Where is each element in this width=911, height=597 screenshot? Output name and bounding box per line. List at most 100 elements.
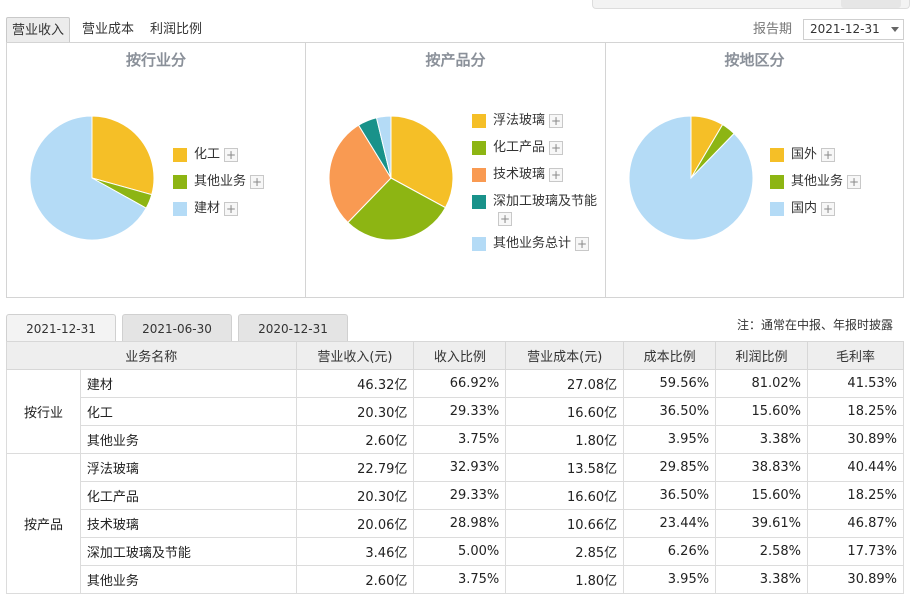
tab-profit-ratio[interactable]: 利润比例 [149, 22, 202, 37]
expand-plus-icon[interactable]: + [847, 175, 861, 189]
header-profit-ratio: 利润比例 [715, 341, 809, 370]
legend-swatch [770, 175, 784, 189]
pie-slice[interactable] [328, 124, 392, 224]
pie-slice[interactable] [375, 115, 392, 179]
header-revenue: 营业收入(元) [295, 341, 415, 370]
value-cell: 30.89% [807, 565, 904, 594]
legend-swatch [472, 237, 486, 251]
legend-label: 化工产品 [493, 140, 546, 155]
pie-slice[interactable] [91, 115, 155, 196]
value-cell: 29.85% [623, 453, 717, 482]
group-label: 按产品 [6, 453, 81, 594]
table-row: 其他业务 2.60亿 3.75% 1.80亿 3.95% 3.38% 30.89% [7, 425, 904, 454]
legend-swatch [173, 148, 187, 162]
value-cell: 18.25% [807, 397, 904, 426]
value-cell: 22.79亿 [295, 453, 415, 482]
legend-swatch [472, 195, 486, 209]
chevron-down-icon[interactable] [886, 20, 903, 39]
business-name-cell: 化工产品 [79, 481, 297, 510]
value-cell: 46.87% [807, 509, 904, 538]
value-cell: 3.75% [413, 565, 507, 594]
legend-label: 化工 [194, 147, 221, 162]
value-cell: 46.32亿 [295, 369, 415, 398]
tab-cost[interactable]: 营业成本 [81, 22, 134, 37]
value-cell: 1.80亿 [505, 565, 625, 594]
business-table: 业务名称 营业收入(元) 收入比例 营业成本(元) 成本比例 利润比例 毛利率 … [6, 341, 904, 594]
value-cell: 5.00% [413, 537, 507, 566]
value-cell: 20.30亿 [295, 481, 415, 510]
value-cell: 16.60亿 [505, 481, 625, 510]
header-cost: 营业成本(元) [505, 341, 625, 370]
legend-swatch [472, 141, 486, 155]
header-business-name: 业务名称 [6, 341, 297, 370]
pie-slice[interactable] [628, 115, 754, 241]
value-cell: 59.56% [623, 369, 717, 398]
value-cell: 3.38% [715, 425, 809, 454]
expand-plus-icon[interactable]: + [821, 202, 835, 216]
legend-swatch [472, 168, 486, 182]
legend-swatch [472, 114, 486, 128]
search-bar-cropped[interactable] [592, 0, 910, 9]
value-cell: 29.33% [413, 397, 507, 426]
value-cell: 18.25% [807, 481, 904, 510]
value-cell: 17.73% [807, 537, 904, 566]
business-name-cell: 技术玻璃 [79, 509, 297, 538]
tab-revenue[interactable]: 营业收入 [6, 17, 70, 42]
value-cell: 2.85亿 [505, 537, 625, 566]
value-cell: 3.38% [715, 565, 809, 594]
expand-plus-icon[interactable]: + [224, 202, 238, 216]
legend-label: 其他业务 [791, 174, 844, 189]
pie-slice[interactable] [347, 177, 447, 241]
value-cell: 6.26% [623, 537, 717, 566]
value-cell: 29.33% [413, 481, 507, 510]
value-cell: 10.66亿 [505, 509, 625, 538]
report-period-select[interactable]: 2021-12-31 [803, 19, 904, 40]
expand-plus-icon[interactable]: + [821, 148, 835, 162]
legend-label: 建材 [194, 201, 221, 216]
pie-slice[interactable] [29, 115, 147, 241]
value-cell: 30.89% [807, 425, 904, 454]
value-cell: 36.50% [623, 397, 717, 426]
search-button-cropped[interactable] [841, 0, 901, 8]
value-cell: 23.44% [623, 509, 717, 538]
value-cell: 66.92% [413, 369, 507, 398]
value-cell: 3.95% [623, 425, 717, 454]
period-tab-2021-12-31[interactable]: 2021-12-31 [6, 314, 116, 342]
expand-plus-icon[interactable]: + [549, 168, 563, 182]
table-row: 化工产品 20.30亿 29.33% 16.60亿 36.50% 15.60% 18.25% [7, 481, 904, 510]
legend-label: 国外 [791, 147, 818, 162]
table-row: 化工 20.30亿 29.33% 16.60亿 36.50% 15.60% 18.25% [7, 397, 904, 426]
value-cell: 2.58% [715, 537, 809, 566]
pie-slice[interactable] [390, 115, 454, 209]
header-cost-ratio: 成本比例 [623, 341, 717, 370]
legend-swatch [770, 202, 784, 216]
value-cell: 32.93% [413, 453, 507, 482]
table-row: 按产品 浮法玻璃 22.79亿 32.93% 13.58亿 29.85% 38.83% 40.… [6, 453, 904, 594]
period-tab-2021-06-30[interactable]: 2021-06-30 [122, 314, 232, 342]
value-cell: 2.60亿 [295, 565, 415, 594]
value-cell: 16.60亿 [505, 397, 625, 426]
expand-plus-icon[interactable]: + [498, 212, 512, 226]
value-cell: 20.06亿 [295, 509, 415, 538]
panel-by-region: 按地区分 国外 + 其他业务 + 国内 + [605, 43, 903, 297]
table-header-row: 业务名称 营业收入(元) 收入比例 营业成本(元) 成本比例 利润比例 毛利率 [6, 341, 904, 370]
expand-plus-icon[interactable]: + [224, 148, 238, 162]
panel-title: 按行业分 [125, 51, 186, 69]
panel-by-industry: 按行业分 化工 + 其他业务 + 建材 + [7, 43, 305, 297]
legend-label: 深加工玻璃及节能 [493, 194, 598, 209]
legend-swatch [173, 202, 187, 216]
report-period-value: 2021-12-31 [810, 22, 880, 36]
value-cell: 28.98% [413, 509, 507, 538]
period-tab-2020-12-31[interactable]: 2020-12-31 [238, 314, 348, 342]
expand-plus-icon[interactable]: + [549, 141, 563, 155]
business-name-cell: 浮法玻璃 [79, 453, 297, 482]
legend-label: 技术玻璃 [493, 167, 546, 182]
expand-plus-icon[interactable]: + [575, 237, 589, 251]
header-gross-margin: 毛利率 [807, 341, 904, 370]
legend-label: 其他业务总计 [493, 236, 572, 251]
value-cell: 3.95% [623, 565, 717, 594]
expand-plus-icon[interactable]: + [250, 175, 264, 189]
legend-swatch [173, 175, 187, 189]
table-row: 按行业 建材 46.32亿 66.92% 27.08亿 59.56% 81.02% 41.53… [6, 369, 904, 454]
expand-plus-icon[interactable]: + [549, 114, 563, 128]
